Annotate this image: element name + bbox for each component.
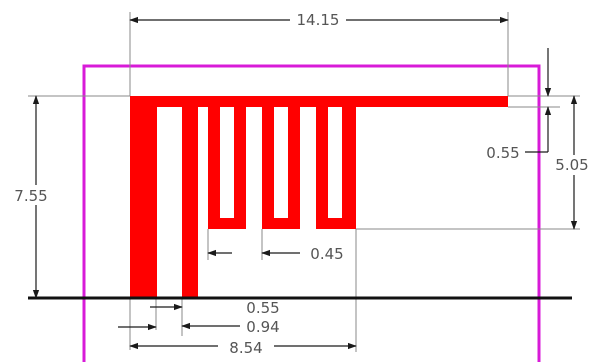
meander-leg-6 bbox=[342, 96, 356, 229]
label-total-height: 7.55 bbox=[14, 187, 47, 205]
meander-bottom-3 bbox=[316, 218, 356, 229]
meander-bottom-1 bbox=[208, 218, 246, 229]
label-mask-meander-width bbox=[218, 337, 274, 357]
feed-leg-right bbox=[182, 96, 198, 298]
dimension-labels: 14.15 7.55 5.05 0.55 0.45 0.55 0.94 8.54 bbox=[6, 9, 590, 357]
meander-leg-1 bbox=[208, 96, 220, 229]
extension-lines bbox=[28, 12, 580, 352]
meander-leg-3 bbox=[262, 96, 274, 229]
label-feed-offset: 0.94 bbox=[246, 318, 279, 336]
meander-leg-2 bbox=[234, 96, 246, 229]
label-feed-strip: 0.55 bbox=[246, 299, 279, 317]
label-meander-width: 8.54 bbox=[229, 339, 262, 357]
feed-leg-left bbox=[130, 96, 157, 298]
label-total-width: 14.15 bbox=[297, 11, 340, 29]
antenna-trace bbox=[130, 96, 508, 298]
label-mask-total-height bbox=[6, 185, 58, 205]
label-meander-height: 5.05 bbox=[555, 156, 588, 174]
meander-bottom-2 bbox=[262, 218, 300, 229]
meander-leg-5 bbox=[316, 96, 328, 229]
board-outline bbox=[82, 64, 541, 362]
meander-leg-4 bbox=[288, 96, 300, 229]
label-meander-gap: 0.45 bbox=[310, 245, 343, 263]
label-top-strip: 0.55 bbox=[486, 144, 519, 162]
label-mask-total-width bbox=[290, 9, 346, 29]
label-mask-meander-height bbox=[550, 155, 590, 175]
